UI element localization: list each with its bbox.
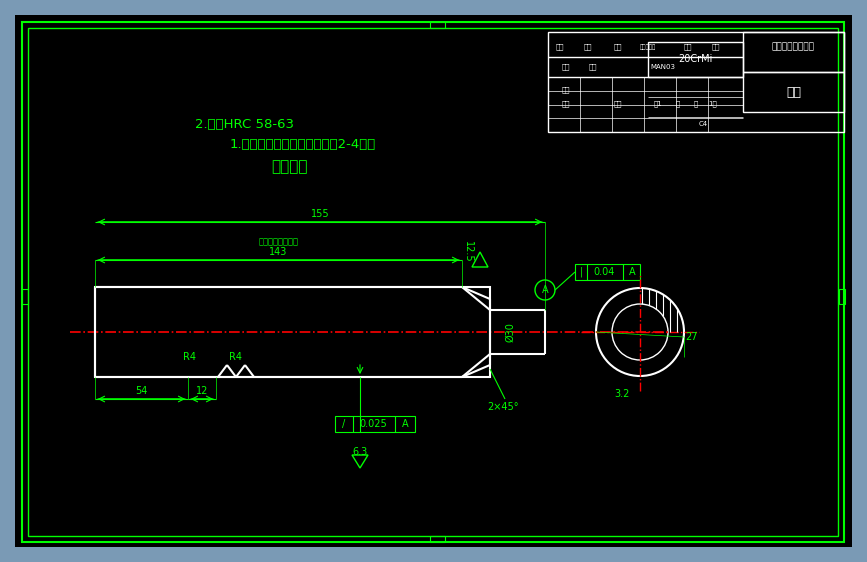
Text: 配置: 配置 bbox=[556, 44, 564, 51]
Text: 1张: 1张 bbox=[708, 101, 717, 107]
Text: 主轴: 主轴 bbox=[786, 85, 801, 98]
Text: 张: 张 bbox=[676, 101, 680, 107]
Text: 工艺: 工艺 bbox=[562, 101, 570, 107]
Text: R4: R4 bbox=[230, 352, 243, 362]
Text: 描图: 描图 bbox=[583, 44, 592, 51]
Text: 0.04: 0.04 bbox=[593, 267, 615, 277]
Text: Ø30: Ø30 bbox=[505, 322, 515, 342]
Bar bbox=[743, 72, 844, 112]
Bar bbox=[95, 287, 490, 377]
Text: 12.5: 12.5 bbox=[463, 241, 473, 263]
Bar bbox=[430, 22, 445, 28]
Bar bbox=[335, 416, 415, 432]
Bar bbox=[22, 289, 28, 304]
Text: 27: 27 bbox=[685, 332, 697, 342]
Text: 第: 第 bbox=[694, 101, 698, 107]
Text: 20CrMi: 20CrMi bbox=[678, 55, 713, 65]
Text: A: A bbox=[629, 267, 636, 277]
Text: 审查: 审查 bbox=[684, 44, 692, 51]
Text: A: A bbox=[401, 419, 408, 429]
Text: 54: 54 bbox=[135, 386, 147, 396]
Text: 技术要求: 技术要求 bbox=[271, 160, 309, 174]
Text: 规格化检查: 规格化检查 bbox=[640, 44, 656, 50]
Bar bbox=[743, 32, 844, 72]
Text: 校核: 校核 bbox=[589, 64, 597, 70]
Text: 共1: 共1 bbox=[654, 101, 662, 107]
Text: A: A bbox=[542, 285, 548, 295]
Text: 143: 143 bbox=[270, 247, 288, 257]
Bar bbox=[648, 42, 743, 77]
Text: 2×45°: 2×45° bbox=[487, 402, 518, 412]
Text: 12: 12 bbox=[196, 386, 208, 396]
Text: 处理: 处理 bbox=[614, 101, 623, 107]
Text: 设计: 设计 bbox=[562, 64, 570, 70]
Text: （中频淬火区域）: （中频淬火区域） bbox=[258, 238, 298, 247]
Text: /: / bbox=[342, 419, 346, 429]
Text: C4: C4 bbox=[699, 121, 707, 127]
Text: 审图: 审图 bbox=[614, 44, 623, 51]
Text: 借鉴: 借鉴 bbox=[562, 87, 570, 93]
Text: 6.3: 6.3 bbox=[352, 447, 368, 457]
Text: 辽宁工程技术大学: 辽宁工程技术大学 bbox=[772, 43, 815, 52]
Bar bbox=[575, 264, 640, 280]
Bar bbox=[548, 32, 844, 132]
Text: R4: R4 bbox=[184, 352, 197, 362]
Text: 3.2: 3.2 bbox=[615, 389, 629, 399]
Bar bbox=[839, 289, 845, 304]
Text: 0.025: 0.025 bbox=[359, 419, 387, 429]
Bar bbox=[430, 536, 445, 542]
Text: |: | bbox=[579, 267, 583, 277]
Text: 2.硬度HRC 58-63: 2.硬度HRC 58-63 bbox=[195, 117, 294, 130]
Text: 155: 155 bbox=[310, 209, 329, 219]
Text: 批准: 批准 bbox=[712, 44, 720, 51]
Text: 1.进行中频淬火，硬化层深度2-4毫米: 1.进行中频淬火，硬化层深度2-4毫米 bbox=[230, 138, 376, 151]
Text: MAN03: MAN03 bbox=[650, 64, 675, 70]
